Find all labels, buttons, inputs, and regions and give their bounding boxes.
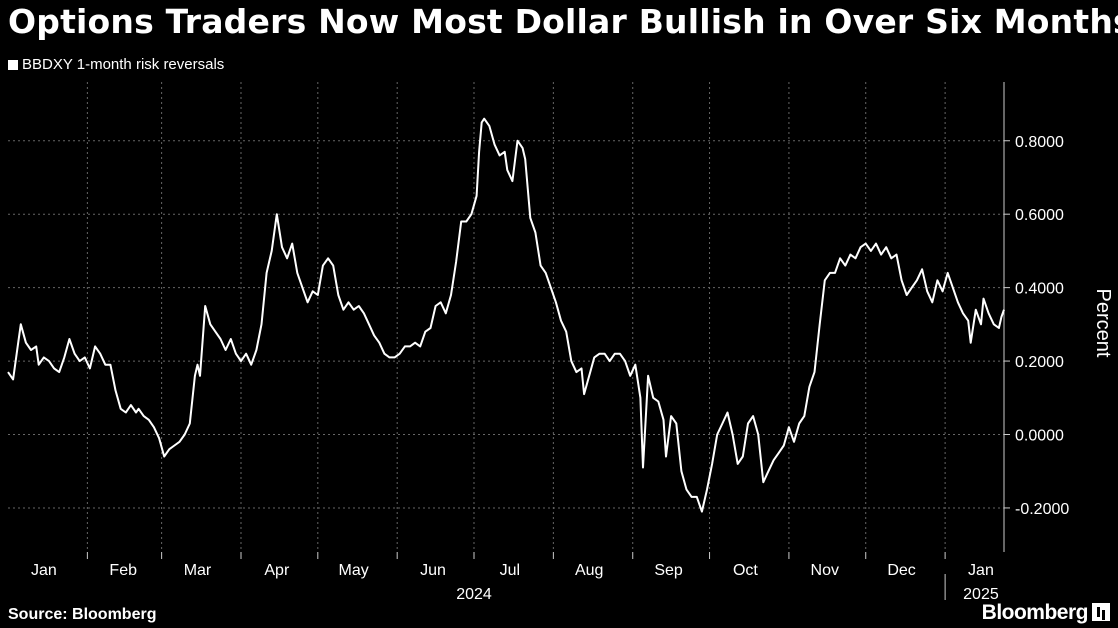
y-tick-label: 0.4000	[1015, 281, 1064, 298]
x-tick-label: Sep	[654, 562, 683, 579]
y-tick-label: -0.2000	[1015, 501, 1069, 518]
bloomberg-icon	[1092, 603, 1110, 621]
y-tick-label: 0.8000	[1015, 134, 1064, 151]
x-tick-label: Jul	[500, 562, 520, 579]
series-line	[7, 117, 1005, 513]
year-label: 2025	[963, 586, 999, 603]
x-tick-label: Aug	[575, 562, 603, 579]
x-tick-label: Nov	[811, 562, 839, 579]
source-note: Source: Bloomberg	[8, 606, 157, 623]
x-tick-label: Apr	[264, 562, 290, 579]
labels: 0.8000 0.6000 0.4000 0.2000 0.0000 -0.2000 Jan…	[31, 134, 1114, 603]
series	[7, 117, 1005, 513]
axes	[86, 82, 1010, 600]
y-tick-label: 0.2000	[1015, 354, 1064, 371]
x-tick-label: Dec	[887, 562, 915, 579]
x-tick-label: Jun	[420, 562, 446, 579]
x-tick-label: Mar	[184, 562, 212, 579]
x-tick-label: May	[339, 562, 369, 579]
x-tick-label: Oct	[733, 562, 758, 579]
x-tick-label: Jan	[31, 562, 57, 579]
y-tick-label: 0.6000	[1015, 207, 1064, 224]
chart-title: Options Traders Now Most Dollar Bullish …	[8, 2, 1118, 41]
legend: BBDXY 1-month risk reversals	[8, 56, 224, 73]
y-axis-title: Percent	[1092, 289, 1114, 358]
year-label: 2024	[456, 586, 492, 603]
x-tick-label: Feb	[109, 562, 137, 579]
legend-label: BBDXY 1-month risk reversals	[22, 56, 225, 73]
x-tick-label: Jan	[968, 562, 994, 579]
brand-logo: Bloomberg	[981, 601, 1089, 624]
y-tick-label: 0.0000	[1015, 428, 1064, 445]
grid	[8, 82, 1004, 552]
legend-swatch	[8, 59, 18, 70]
